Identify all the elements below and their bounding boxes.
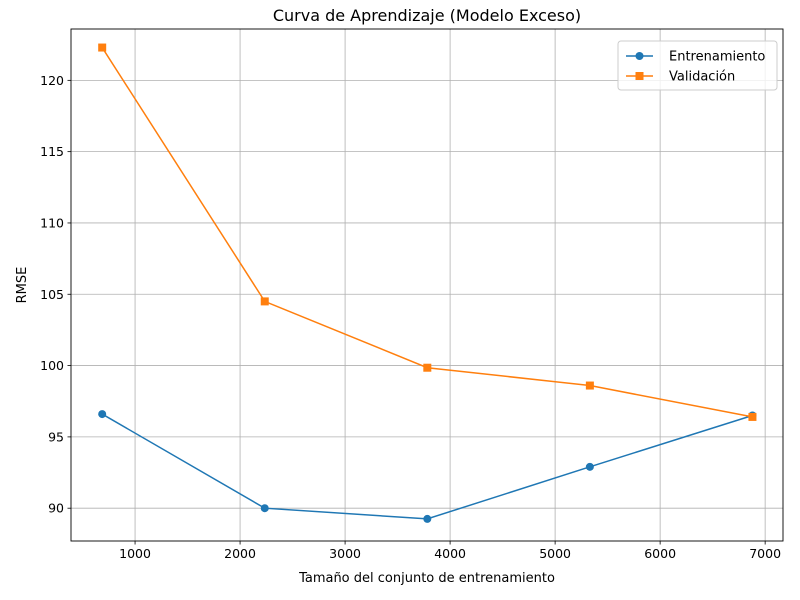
- y-tick-label: 105: [40, 287, 64, 302]
- legend: Entrenamiento Validación: [617, 40, 778, 91]
- x-axis-label: Tamaño del conjunto de entrenamiento: [298, 571, 555, 586]
- legend-marker: [635, 72, 644, 80]
- legend-box: [617, 40, 778, 91]
- y-axis-label: RMSE: [15, 267, 30, 304]
- y-tick-label: 90: [48, 501, 64, 516]
- y-tick-label: 120: [40, 73, 64, 88]
- data-point: [98, 410, 107, 419]
- data-point: [98, 43, 107, 52]
- data-point: [585, 381, 594, 390]
- plot-frame: [70, 28, 784, 542]
- x-tick-label: 7000: [749, 546, 781, 561]
- legend-label: Validación: [669, 70, 735, 85]
- data-point: [585, 462, 594, 471]
- y-tick-label: 95: [48, 429, 64, 444]
- legend-label: Entrenamiento: [669, 50, 765, 65]
- y-tick-label: 115: [40, 144, 64, 159]
- series-line: [101, 47, 753, 418]
- x-tick-label: 2000: [224, 546, 256, 561]
- series-validación: [98, 43, 757, 421]
- series-line: [101, 413, 753, 520]
- data-point: [423, 363, 432, 372]
- x-tick-label: 3000: [329, 546, 361, 561]
- data-point: [260, 297, 269, 306]
- chart-title: Curva de Aprendizaje (Modelo Exceso): [273, 6, 581, 25]
- legend-item: Entrenamiento: [626, 50, 765, 65]
- x-tick-label: 6000: [644, 546, 676, 561]
- series-layer: [98, 43, 757, 523]
- data-point: [260, 504, 269, 513]
- data-point: [423, 514, 432, 523]
- x-tick-label: 1000: [119, 546, 151, 561]
- x-tick-label: 5000: [539, 546, 571, 561]
- series-entrenamiento: [98, 410, 757, 523]
- y-tick-label: 110: [40, 215, 64, 230]
- legend-marker: [635, 52, 644, 60]
- data-point: [748, 412, 757, 421]
- grid: [71, 29, 783, 541]
- ticks: 1000 2000 3000 4000 5000 6000 7000 90 95 100 105 11…: [40, 73, 781, 561]
- legend-item: Validación: [626, 70, 735, 85]
- y-tick-label: 100: [40, 358, 64, 373]
- x-tick-label: 4000: [434, 546, 466, 561]
